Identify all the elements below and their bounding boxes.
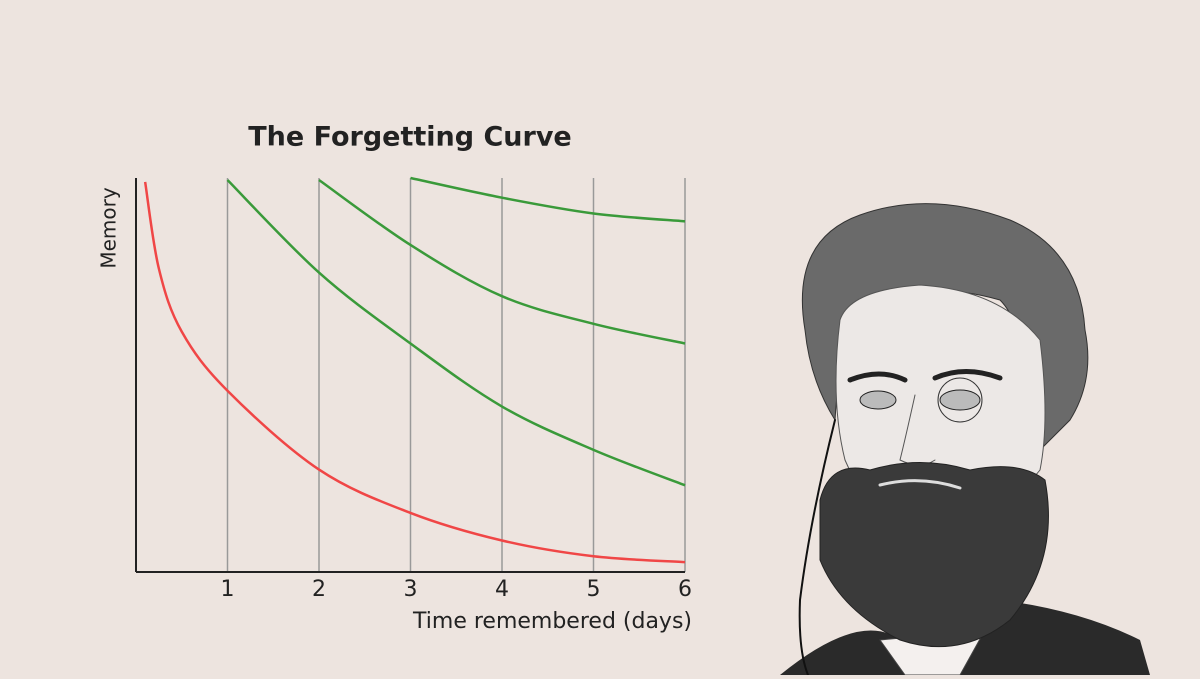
x-tick-label: 6: [678, 577, 692, 602]
portrait-illustration: [780, 203, 1150, 676]
x-tick-label: 5: [587, 577, 601, 602]
chart-title: The Forgetting Curve: [248, 122, 572, 153]
x-tick-label: 2: [312, 577, 326, 602]
curve: [143, 181, 686, 564]
y-axis-label: Memory: [97, 187, 121, 269]
x-tick-label: 3: [404, 577, 418, 602]
curve: [318, 178, 686, 345]
x-tick-label: 4: [495, 577, 509, 602]
x-axis-label: Time remembered (days): [412, 609, 692, 634]
x-tick-label: 1: [221, 577, 235, 602]
curve: [226, 179, 686, 487]
curve: [410, 176, 686, 223]
